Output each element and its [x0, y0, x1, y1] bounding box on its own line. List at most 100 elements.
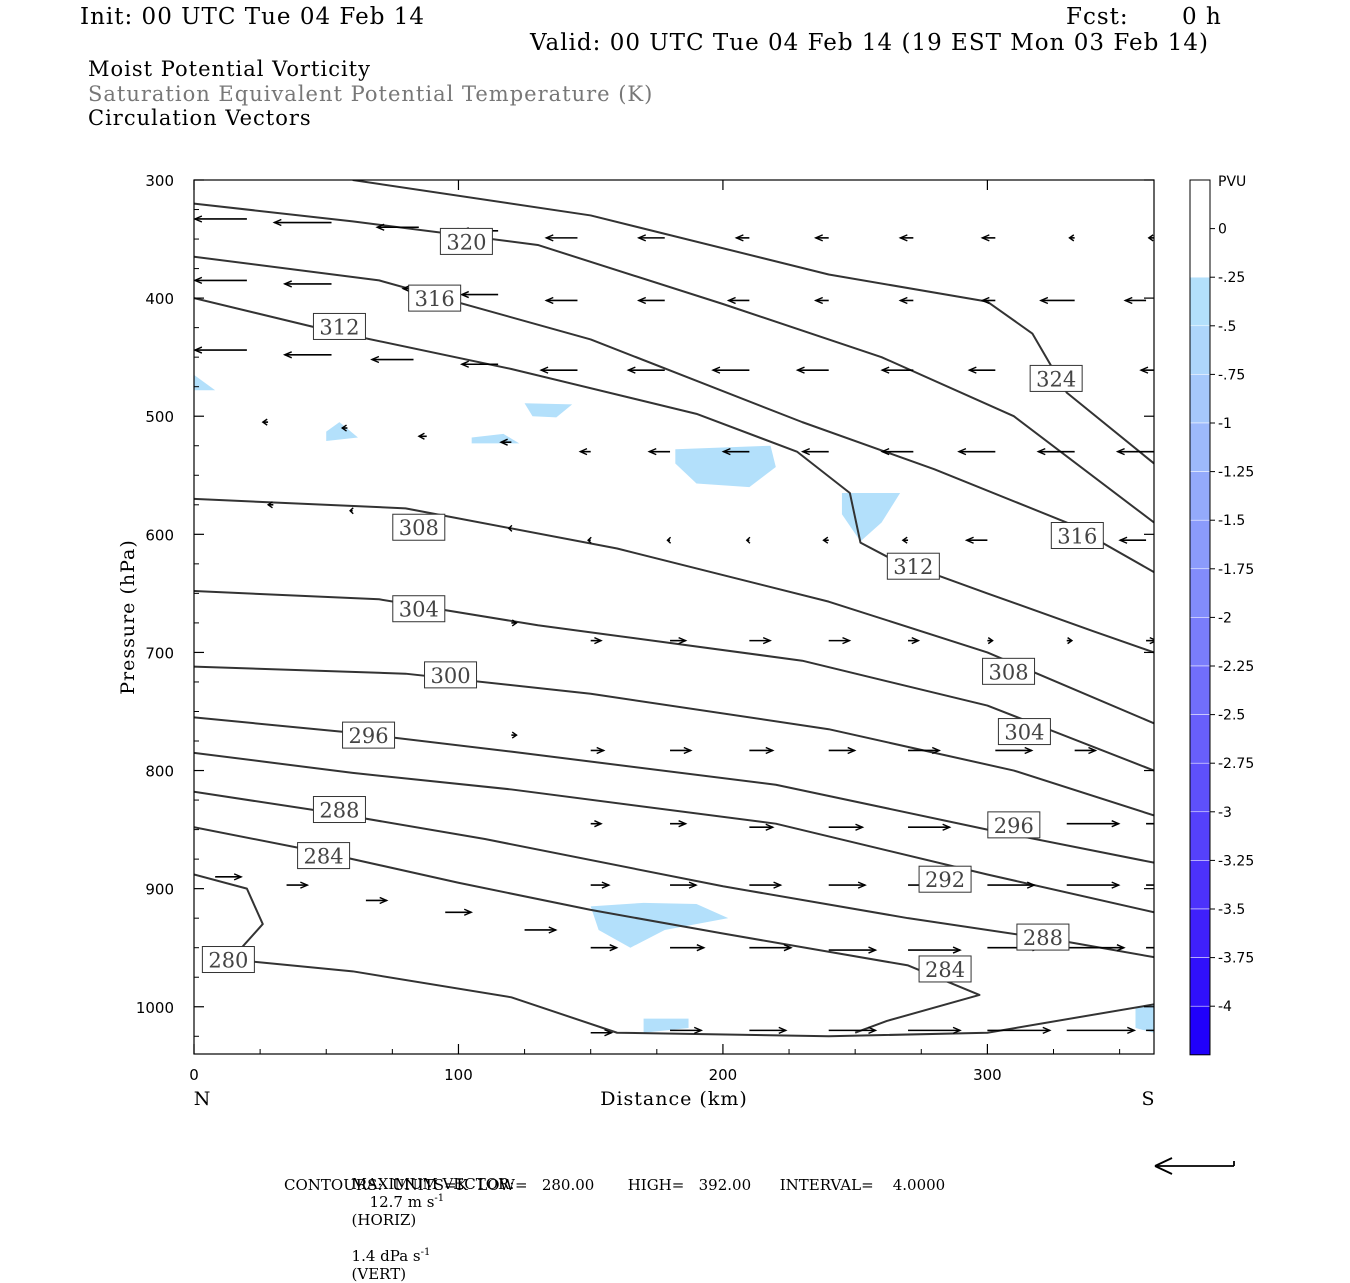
circulation-vector — [286, 881, 310, 889]
circulation-vector — [578, 448, 591, 456]
contour-label: 288 — [1016, 923, 1070, 951]
contour-284 — [194, 826, 981, 1034]
contour-label-text: 320 — [446, 230, 486, 254]
contour-label: 280 — [201, 946, 255, 974]
circulation-vector — [340, 424, 348, 432]
circulation-vector — [507, 524, 513, 532]
y-tick-label: 1000 — [136, 999, 174, 1017]
circulation-vector — [511, 731, 518, 739]
contour-label: 324 — [1029, 364, 1083, 392]
circulation-vector — [445, 908, 474, 916]
init-time: Init: 00 UTC Tue 04 Feb 14 — [80, 4, 426, 30]
y-tick-label: 800 — [145, 763, 174, 781]
colorbar-title: PVU — [1218, 174, 1246, 190]
circulation-vector — [828, 746, 857, 755]
circulation-vector — [370, 355, 414, 364]
circulation-vector — [215, 873, 243, 881]
max-vector-label: MAXIMUM VECTOR: — [351, 1175, 515, 1193]
field-title-vectors: Circulation Vectors — [88, 106, 312, 130]
x-axis-title: Distance (km) — [600, 1088, 748, 1110]
circulation-vector — [459, 290, 499, 299]
contour-324 — [352, 180, 1154, 465]
contour-label-text: 316 — [1057, 525, 1097, 549]
colorbar-label: -3.75 — [1218, 951, 1254, 967]
colorbar-label: -2.5 — [1218, 708, 1245, 724]
colorbar-swatch — [1189, 617, 1211, 667]
y-tick-label: 900 — [145, 881, 174, 899]
circulation-vector — [898, 234, 914, 242]
colorbar-swatch — [1189, 908, 1211, 958]
contour-label: 292 — [918, 865, 972, 893]
x-tick-label: 100 — [444, 1066, 473, 1084]
contour-292 — [194, 751, 1154, 914]
y-tick-label: 300 — [145, 172, 174, 190]
circulation-vector — [590, 944, 619, 952]
circulation-vector — [822, 536, 829, 544]
circulation-vector — [194, 215, 247, 223]
circulation-vector — [282, 351, 332, 359]
pv-area-7 — [643, 1018, 689, 1033]
colorbar-label: -2 — [1218, 610, 1232, 626]
contour-label: 300 — [424, 661, 478, 689]
plot-frame — [193, 179, 1155, 1055]
circulation-vector — [800, 448, 829, 456]
circulation-vector — [670, 944, 706, 952]
contours-info-line: CONTOURS: UNITS=K LOW= 280.00 HIGH= 392.… — [284, 1176, 946, 1194]
circulation-vector — [980, 234, 996, 242]
contour-280 — [194, 873, 1154, 1038]
circulation-vector — [670, 820, 688, 828]
circulation-vector — [813, 234, 829, 242]
circulation-vector — [745, 536, 751, 544]
circulation-vector — [1115, 448, 1154, 456]
colorbar-swatch — [1189, 519, 1211, 570]
contour-label: 296 — [987, 811, 1041, 839]
vert-value: 1.4 dPa s — [351, 1247, 421, 1265]
contour-300 — [194, 665, 1154, 817]
circulation-vector — [880, 366, 914, 374]
circulation-vector — [365, 896, 389, 905]
circulation-vector — [828, 636, 852, 645]
contour-label-text: 280 — [208, 949, 248, 973]
colorbar-label: 0 — [1218, 222, 1227, 238]
contour-label-text: 292 — [925, 868, 965, 892]
circulation-vector — [734, 234, 750, 242]
contour-label: 296 — [342, 721, 396, 749]
pv-shading-layer — [194, 374, 1154, 1033]
pv-area-3 — [471, 433, 520, 444]
circulation-vector — [795, 366, 829, 374]
colorbar-label: -1.75 — [1218, 562, 1254, 578]
circulation-vector — [1074, 746, 1098, 755]
contour-label-text: 316 — [415, 287, 455, 311]
contour-label-text: 296 — [348, 724, 388, 748]
circulation-vector — [590, 636, 603, 645]
colorbar-label: -2.25 — [1218, 659, 1254, 675]
contour-label-text: 312 — [319, 315, 359, 339]
circulation-vector — [1066, 637, 1074, 645]
circulation-vector — [980, 296, 996, 305]
field-title-theta-es: Saturation Equivalent Potential Temperat… — [88, 82, 654, 106]
circulation-vector — [957, 448, 996, 456]
contour-label: 320 — [439, 227, 493, 255]
circulation-vector — [539, 366, 578, 374]
contour-320 — [194, 202, 1154, 524]
contour-label: 288 — [312, 796, 366, 824]
colorbar-swatch — [1189, 471, 1211, 521]
contour-label: 284 — [297, 842, 351, 870]
colorbar-swatch — [1189, 228, 1211, 278]
reference-vector-arrow — [1154, 1157, 1235, 1175]
pv-area-5 — [841, 492, 901, 542]
contour-label: 284 — [918, 955, 972, 983]
colorbar-label: -1.25 — [1218, 465, 1254, 481]
colorbar-label: -4 — [1218, 999, 1232, 1015]
contour-label-text: 296 — [994, 814, 1034, 838]
contour-label-text: 324 — [1036, 367, 1076, 391]
contour-label: 312 — [886, 552, 940, 580]
contour-label-layer: 320 316 312 324 316 308 312 304 308 300 304 296 288 2… — [201, 227, 1104, 983]
forecast-label: Fcst: — [1066, 4, 1129, 30]
colorbar-label: -3.5 — [1218, 902, 1245, 918]
circulation-vector — [726, 296, 750, 305]
contour-label-text: 304 — [399, 598, 439, 622]
y-tick-label: 600 — [145, 526, 174, 544]
circulation-vector — [1039, 296, 1075, 305]
pv-area-8 — [1135, 1004, 1154, 1033]
